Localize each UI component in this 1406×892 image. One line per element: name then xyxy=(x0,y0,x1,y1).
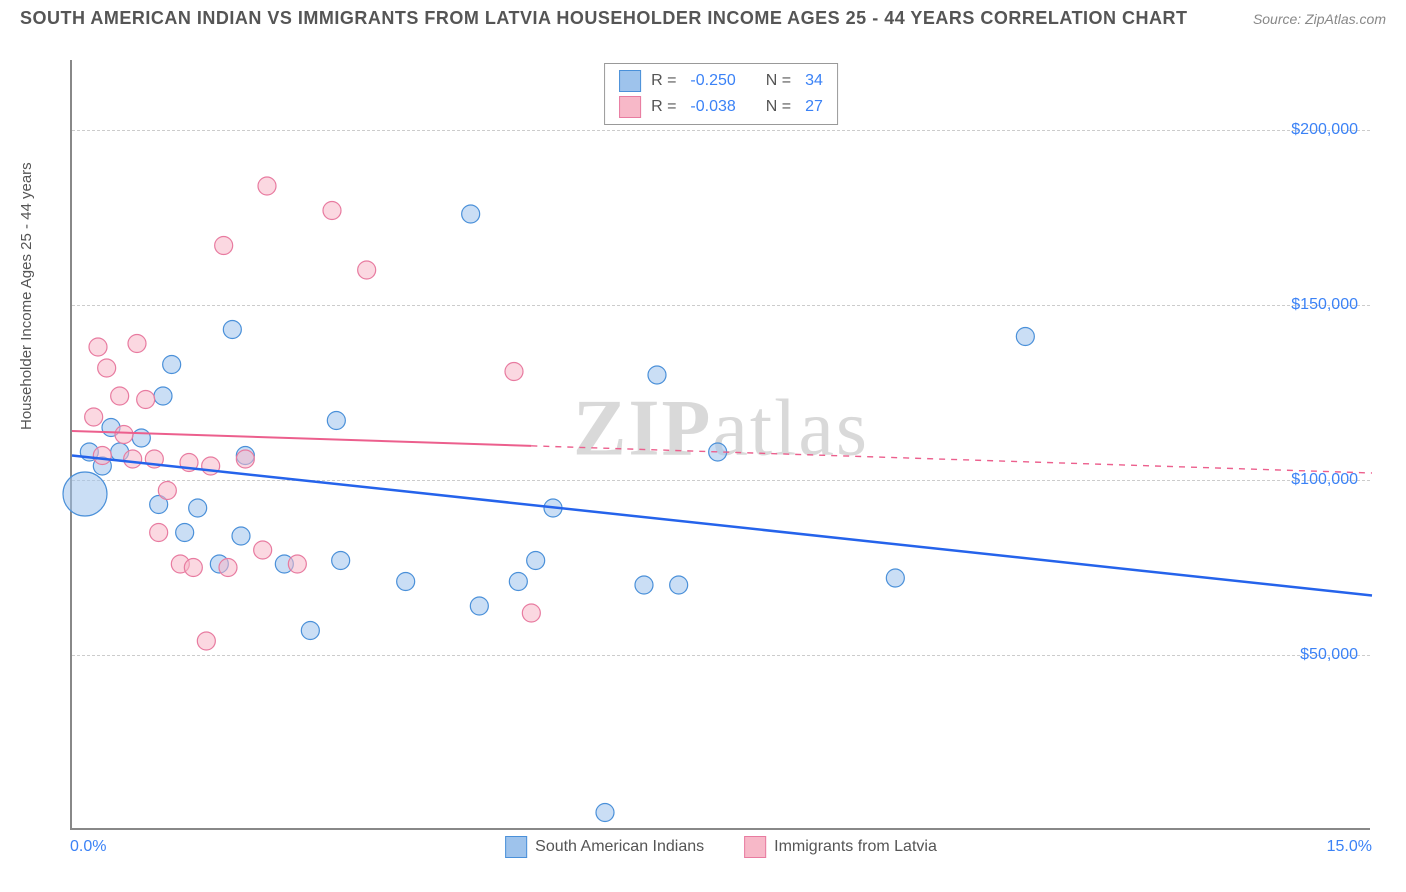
data-point xyxy=(886,569,904,587)
source-label: Source: ZipAtlas.com xyxy=(1253,11,1386,27)
x-tick-min: 0.0% xyxy=(70,838,106,856)
series-legend: South American Indians Immigrants from L… xyxy=(505,836,937,858)
data-point xyxy=(197,632,215,650)
data-point xyxy=(150,524,168,542)
data-point xyxy=(232,527,250,545)
series-1-name: South American Indians xyxy=(535,838,704,856)
data-point xyxy=(111,387,129,405)
data-point xyxy=(327,412,345,430)
r-value-2: -0.038 xyxy=(690,98,735,116)
legend-row-series-1: R = -0.250 N = 34 xyxy=(619,68,823,94)
swatch-series-1 xyxy=(619,70,641,92)
n-label-1: N = xyxy=(766,72,791,90)
swatch-series-2 xyxy=(619,96,641,118)
data-point xyxy=(397,573,415,591)
data-point xyxy=(124,450,142,468)
data-point xyxy=(93,447,111,465)
data-point xyxy=(98,359,116,377)
data-point xyxy=(223,321,241,339)
data-point xyxy=(163,356,181,374)
legend-item-series-1: South American Indians xyxy=(505,836,704,858)
correlation-legend: R = -0.250 N = 34 R = -0.038 N = 27 xyxy=(604,63,838,125)
data-point xyxy=(301,622,319,640)
n-value-1: 34 xyxy=(805,72,823,90)
data-point xyxy=(470,597,488,615)
chart-title: SOUTH AMERICAN INDIAN VS IMMIGRANTS FROM… xyxy=(20,8,1188,29)
data-point xyxy=(254,541,272,559)
data-point xyxy=(184,559,202,577)
trend-line-dashed xyxy=(531,446,1372,473)
legend-row-series-2: R = -0.038 N = 27 xyxy=(619,94,823,120)
data-point xyxy=(219,559,237,577)
data-point xyxy=(670,576,688,594)
data-point xyxy=(648,366,666,384)
data-point xyxy=(358,261,376,279)
data-point xyxy=(596,804,614,822)
data-point xyxy=(132,429,150,447)
r-label-1: R = xyxy=(651,72,676,90)
series-2-name: Immigrants from Latvia xyxy=(774,838,937,856)
data-point xyxy=(215,237,233,255)
data-point xyxy=(323,202,341,220)
data-point xyxy=(522,604,540,622)
data-point xyxy=(236,450,254,468)
x-tick-max: 15.0% xyxy=(1327,838,1372,856)
n-label-2: N = xyxy=(766,98,791,116)
data-point xyxy=(288,555,306,573)
y-axis-label: Householder Income Ages 25 - 44 years xyxy=(18,162,35,430)
data-point xyxy=(115,426,133,444)
legend-item-series-2: Immigrants from Latvia xyxy=(744,836,937,858)
scatter-plot-svg xyxy=(72,60,1370,828)
r-label-2: R = xyxy=(651,98,676,116)
title-bar: SOUTH AMERICAN INDIAN VS IMMIGRANTS FROM… xyxy=(20,8,1386,29)
data-point xyxy=(332,552,350,570)
data-point xyxy=(63,472,107,516)
data-point xyxy=(189,499,207,517)
data-point xyxy=(505,363,523,381)
swatch-bottom-1 xyxy=(505,836,527,858)
data-point xyxy=(85,408,103,426)
data-point xyxy=(176,524,194,542)
plot-area: ZIPatlas $50,000$100,000$150,000$200,000… xyxy=(70,60,1370,830)
data-point xyxy=(509,573,527,591)
data-point xyxy=(1016,328,1034,346)
swatch-bottom-2 xyxy=(744,836,766,858)
data-point xyxy=(258,177,276,195)
data-point xyxy=(158,482,176,500)
r-value-1: -0.250 xyxy=(690,72,735,90)
data-point xyxy=(128,335,146,353)
data-point xyxy=(89,338,107,356)
chart-container: SOUTH AMERICAN INDIAN VS IMMIGRANTS FROM… xyxy=(0,0,1406,892)
trend-line-solid xyxy=(72,456,1372,596)
data-point xyxy=(635,576,653,594)
n-value-2: 27 xyxy=(805,98,823,116)
data-point xyxy=(462,205,480,223)
data-point xyxy=(527,552,545,570)
data-point xyxy=(154,387,172,405)
data-point xyxy=(137,391,155,409)
